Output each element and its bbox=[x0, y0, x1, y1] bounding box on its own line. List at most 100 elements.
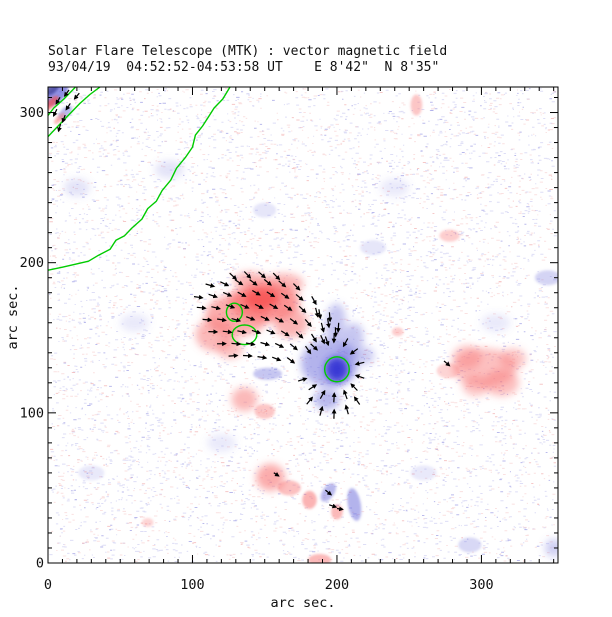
vector-segment bbox=[208, 293, 218, 299]
y-tick-label: 0 bbox=[36, 556, 44, 572]
vector-segment bbox=[269, 303, 279, 310]
y-tick-label: 100 bbox=[20, 405, 44, 421]
vector-segment bbox=[55, 96, 61, 105]
vector-segment bbox=[73, 92, 80, 100]
field-blob bbox=[206, 433, 236, 452]
vector-segment bbox=[317, 309, 323, 320]
vector-segment bbox=[326, 318, 331, 329]
noise-speckle bbox=[49, 88, 557, 563]
field-blob bbox=[48, 87, 60, 96]
field-blob bbox=[452, 345, 482, 370]
vector-segment bbox=[310, 333, 317, 343]
vector-layer bbox=[53, 89, 451, 512]
vector-segment bbox=[258, 271, 267, 279]
field-blob bbox=[458, 537, 482, 553]
field-blob bbox=[48, 95, 59, 112]
figure-title: Solar Flare Telescope (MTK) : vector mag… bbox=[48, 44, 448, 59]
contour-loop bbox=[323, 356, 350, 383]
vector-segment bbox=[283, 304, 293, 311]
x-tick-label: 100 bbox=[180, 577, 204, 593]
field-blob bbox=[500, 348, 527, 370]
vector-segment bbox=[65, 103, 71, 111]
vector-segment bbox=[273, 472, 280, 477]
y-tick-label: 300 bbox=[20, 105, 44, 121]
vector-segment bbox=[305, 345, 312, 355]
vector-segment bbox=[343, 389, 348, 400]
vector-segment bbox=[63, 89, 70, 97]
field-blob-layer bbox=[48, 87, 558, 563]
field-blob bbox=[439, 229, 460, 242]
vector-segment bbox=[242, 353, 253, 359]
vector-segment bbox=[324, 336, 330, 347]
vector-segment bbox=[354, 361, 365, 366]
vector-segment bbox=[237, 329, 247, 335]
vector-segment bbox=[275, 317, 285, 323]
vector-segment bbox=[344, 404, 350, 415]
y-axis-title: arc sec. bbox=[5, 284, 21, 350]
vector-segment bbox=[306, 396, 314, 405]
vector-segment bbox=[335, 322, 341, 333]
vector-segment bbox=[272, 272, 281, 281]
field-blob bbox=[481, 313, 511, 332]
vector-segment bbox=[217, 317, 227, 323]
vector-segment bbox=[222, 329, 233, 335]
vector-segment bbox=[245, 316, 256, 321]
vector-segment bbox=[311, 296, 317, 306]
vector-segment bbox=[251, 329, 262, 335]
vector-segment bbox=[193, 294, 204, 300]
vector-segment bbox=[61, 114, 67, 124]
field-blob bbox=[534, 270, 558, 286]
vector-segment bbox=[308, 384, 318, 391]
vector-segment bbox=[231, 341, 242, 347]
vector-segment bbox=[240, 303, 250, 309]
field-blob bbox=[63, 178, 90, 197]
vector-segment bbox=[349, 348, 359, 355]
field-blob bbox=[154, 160, 184, 179]
vector-segment bbox=[229, 272, 238, 281]
vector-segment bbox=[280, 330, 290, 337]
x-tick-label: 0 bbox=[44, 577, 52, 593]
vector-segment bbox=[263, 278, 272, 286]
field-blob bbox=[360, 240, 387, 256]
vector-segment bbox=[231, 317, 242, 323]
field-blob bbox=[462, 375, 489, 397]
field-blob bbox=[231, 387, 258, 412]
vector-segment bbox=[278, 280, 287, 288]
vector-segment bbox=[57, 123, 62, 133]
field-blob bbox=[354, 346, 375, 365]
vector-segment bbox=[295, 293, 304, 301]
vector-segment bbox=[310, 343, 318, 351]
vector-segment bbox=[228, 353, 239, 359]
x-tick-label: 200 bbox=[325, 577, 349, 593]
field-blob bbox=[78, 465, 105, 481]
vector-segment bbox=[336, 506, 344, 512]
field-blob bbox=[256, 463, 285, 491]
vector-segment bbox=[350, 383, 358, 391]
vector-segment bbox=[254, 303, 264, 309]
field-blob bbox=[273, 307, 309, 338]
vector-segment bbox=[260, 341, 271, 347]
field-blob bbox=[436, 363, 460, 379]
vector-segment bbox=[237, 291, 247, 297]
vector-segment bbox=[286, 357, 296, 364]
vector-segment bbox=[249, 279, 258, 286]
vector-segment bbox=[251, 289, 261, 296]
vector-segment bbox=[260, 315, 270, 321]
vector-segment bbox=[205, 283, 216, 288]
field-blob bbox=[313, 388, 340, 410]
x-tick-label: 300 bbox=[469, 577, 493, 593]
vector-segment bbox=[319, 389, 326, 399]
field-blob bbox=[410, 94, 423, 116]
axis-layer: 0 100 200 300 0 100 200 300 bbox=[20, 86, 559, 593]
plot-frame bbox=[47, 86, 559, 564]
vector-segment bbox=[320, 334, 326, 345]
contour-loop bbox=[231, 324, 258, 346]
vector-segment bbox=[271, 356, 282, 362]
vector-segment bbox=[297, 377, 308, 382]
field-blob bbox=[347, 488, 362, 521]
vector-segment bbox=[243, 271, 252, 279]
vector-segment bbox=[443, 360, 451, 367]
field-blob bbox=[253, 367, 283, 380]
field-blob bbox=[302, 490, 317, 509]
